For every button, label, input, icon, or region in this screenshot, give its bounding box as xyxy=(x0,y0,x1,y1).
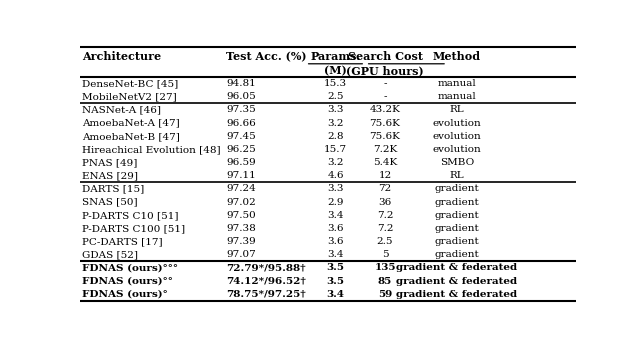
Text: SNAS [50]: SNAS [50] xyxy=(83,197,138,207)
Text: 3.3: 3.3 xyxy=(327,106,344,115)
Text: 3.4: 3.4 xyxy=(327,211,344,220)
Text: P-DARTS C10 [51]: P-DARTS C10 [51] xyxy=(83,211,179,220)
Text: 3.4: 3.4 xyxy=(326,290,344,299)
Text: 4.6: 4.6 xyxy=(327,171,344,180)
Text: (M): (M) xyxy=(324,65,347,76)
Text: gradient: gradient xyxy=(435,184,479,193)
Text: SMBO: SMBO xyxy=(440,158,474,167)
Text: 74.12*/96.52†: 74.12*/96.52† xyxy=(227,277,306,286)
Text: FDNAS (ours)°: FDNAS (ours)° xyxy=(83,290,168,299)
Text: 97.50: 97.50 xyxy=(227,211,256,220)
Text: Hireachical Evolution [48]: Hireachical Evolution [48] xyxy=(83,145,221,154)
Text: 135: 135 xyxy=(374,264,396,272)
Text: 97.35: 97.35 xyxy=(227,106,256,115)
Text: 94.81: 94.81 xyxy=(227,79,256,88)
Text: -: - xyxy=(383,92,387,101)
Text: gradient: gradient xyxy=(435,211,479,220)
Text: gradient & federated: gradient & federated xyxy=(396,277,518,286)
Text: 85: 85 xyxy=(378,277,392,286)
Text: gradient: gradient xyxy=(435,250,479,259)
Text: Params.: Params. xyxy=(310,51,360,62)
Text: 72.79*/95.88†: 72.79*/95.88† xyxy=(227,264,306,272)
Text: (GPU hours): (GPU hours) xyxy=(346,65,424,76)
Text: 7.2: 7.2 xyxy=(377,224,394,233)
Text: MobileNetV2 [27]: MobileNetV2 [27] xyxy=(83,92,177,101)
Text: 78.75*/97.25†: 78.75*/97.25† xyxy=(227,290,306,299)
Text: 96.05: 96.05 xyxy=(227,92,256,101)
Text: 5.4K: 5.4K xyxy=(373,158,397,167)
Text: RL: RL xyxy=(450,106,464,115)
Text: NASNet-A [46]: NASNet-A [46] xyxy=(83,106,161,115)
Text: 3.3: 3.3 xyxy=(327,184,344,193)
Text: 97.38: 97.38 xyxy=(227,224,256,233)
Text: evolution: evolution xyxy=(433,145,481,154)
Text: 2.5: 2.5 xyxy=(327,92,344,101)
Text: Architecture: Architecture xyxy=(83,51,162,62)
Text: gradient & federated: gradient & federated xyxy=(396,290,518,299)
Text: 96.25: 96.25 xyxy=(227,145,256,154)
Text: 97.02: 97.02 xyxy=(227,197,256,207)
Text: 97.45: 97.45 xyxy=(227,132,256,141)
Text: evolution: evolution xyxy=(433,119,481,128)
Text: manual: manual xyxy=(438,79,476,88)
Text: 2.9: 2.9 xyxy=(327,197,344,207)
Text: 97.24: 97.24 xyxy=(227,184,256,193)
Text: FDNAS (ours)°°: FDNAS (ours)°° xyxy=(83,277,173,286)
Text: 5: 5 xyxy=(381,250,388,259)
Text: evolution: evolution xyxy=(433,132,481,141)
Text: 97.11: 97.11 xyxy=(227,171,256,180)
Text: Search Cost: Search Cost xyxy=(348,51,422,62)
Text: 3.6: 3.6 xyxy=(327,224,344,233)
Text: FDNAS (ours)°°°: FDNAS (ours)°°° xyxy=(83,264,179,272)
Text: Method: Method xyxy=(433,51,481,62)
Text: 96.66: 96.66 xyxy=(227,119,256,128)
Text: 75.6K: 75.6K xyxy=(370,119,401,128)
Text: 36: 36 xyxy=(378,197,392,207)
Text: AmoebaNet-A [47]: AmoebaNet-A [47] xyxy=(83,119,180,128)
Text: -: - xyxy=(383,79,387,88)
Text: Test Acc. (%): Test Acc. (%) xyxy=(227,51,307,62)
Text: P-DARTS C100 [51]: P-DARTS C100 [51] xyxy=(83,224,186,233)
Text: 75.6K: 75.6K xyxy=(370,132,401,141)
Text: 97.07: 97.07 xyxy=(227,250,256,259)
Text: GDAS [52]: GDAS [52] xyxy=(83,250,138,259)
Text: PNAS [49]: PNAS [49] xyxy=(83,158,138,167)
Text: 15.3: 15.3 xyxy=(324,79,347,88)
Text: 12: 12 xyxy=(378,171,392,180)
Text: 3.5: 3.5 xyxy=(326,264,344,272)
Text: 43.2K: 43.2K xyxy=(370,106,401,115)
Text: gradient: gradient xyxy=(435,224,479,233)
Text: gradient: gradient xyxy=(435,237,479,246)
Text: 3.6: 3.6 xyxy=(327,237,344,246)
Text: RL: RL xyxy=(450,171,464,180)
Text: 72: 72 xyxy=(378,184,392,193)
Text: AmoebaNet-B [47]: AmoebaNet-B [47] xyxy=(83,132,180,141)
Text: gradient: gradient xyxy=(435,197,479,207)
Text: DARTS [15]: DARTS [15] xyxy=(83,184,145,193)
Text: 3.2: 3.2 xyxy=(327,158,344,167)
Text: DenseNet-BC [45]: DenseNet-BC [45] xyxy=(83,79,179,88)
Text: 59: 59 xyxy=(378,290,392,299)
Text: 3.2: 3.2 xyxy=(327,119,344,128)
Text: manual: manual xyxy=(438,92,476,101)
Text: 15.7: 15.7 xyxy=(324,145,347,154)
Text: 97.39: 97.39 xyxy=(227,237,256,246)
Text: 3.4: 3.4 xyxy=(327,250,344,259)
Text: 3.5: 3.5 xyxy=(326,277,344,286)
Text: PC-DARTS [17]: PC-DARTS [17] xyxy=(83,237,163,246)
Text: 7.2K: 7.2K xyxy=(373,145,397,154)
Text: gradient & federated: gradient & federated xyxy=(396,264,518,272)
Text: 7.2: 7.2 xyxy=(377,211,394,220)
Text: 96.59: 96.59 xyxy=(227,158,256,167)
Text: 2.5: 2.5 xyxy=(377,237,394,246)
Text: 2.8: 2.8 xyxy=(327,132,344,141)
Text: ENAS [29]: ENAS [29] xyxy=(83,171,138,180)
